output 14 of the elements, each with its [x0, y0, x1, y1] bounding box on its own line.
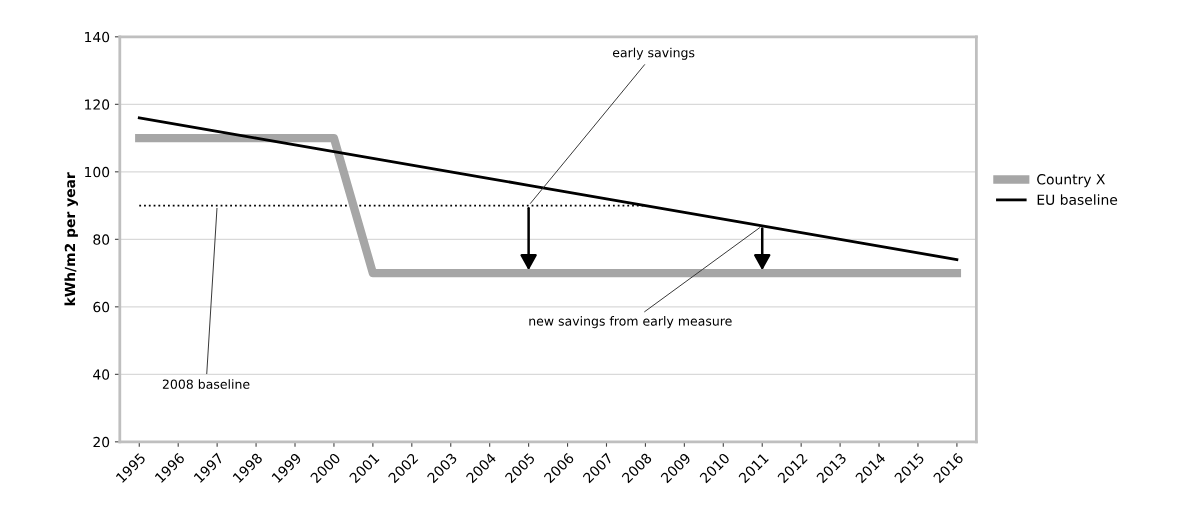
- legend-label: EU baseline: [1037, 194, 1118, 205]
- y-tick-label: 140: [85, 31, 110, 43]
- y-tick-label: 60: [93, 301, 110, 313]
- y-axis-title: kWh/m2 per year: [64, 172, 79, 306]
- annotation: new savings from early measure: [529, 316, 732, 329]
- y-tick-label: 20: [93, 436, 110, 448]
- annotation: 2008 baseline: [162, 379, 250, 389]
- y-tick-label: 80: [93, 234, 110, 245]
- annotation: early savings: [612, 47, 695, 60]
- legend-label: Country X: [1037, 174, 1105, 188]
- y-tick-label: 120: [85, 99, 110, 110]
- y-tick-label: 100: [85, 166, 110, 178]
- line-series: [137, 116, 959, 261]
- y-tick-label: 40: [93, 369, 110, 380]
